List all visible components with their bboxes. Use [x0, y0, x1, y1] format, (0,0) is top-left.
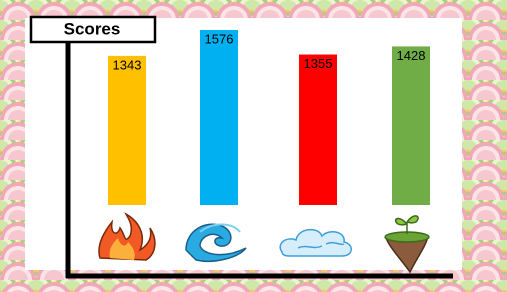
bar: [299, 55, 337, 205]
page: Scores 1343157613551428 (() => { const d…: [0, 0, 507, 292]
data-label: 1428: [397, 48, 426, 63]
data-label: 1343: [113, 57, 142, 72]
data-label: 1576: [205, 31, 234, 46]
chart: Scores 1343 1576 1355 1428: [0, 0, 507, 292]
chart-title: Scores: [64, 19, 121, 38]
bar: [108, 56, 146, 205]
data-label: 1355: [304, 56, 333, 71]
bar: [200, 30, 238, 205]
bar: [392, 46, 430, 205]
